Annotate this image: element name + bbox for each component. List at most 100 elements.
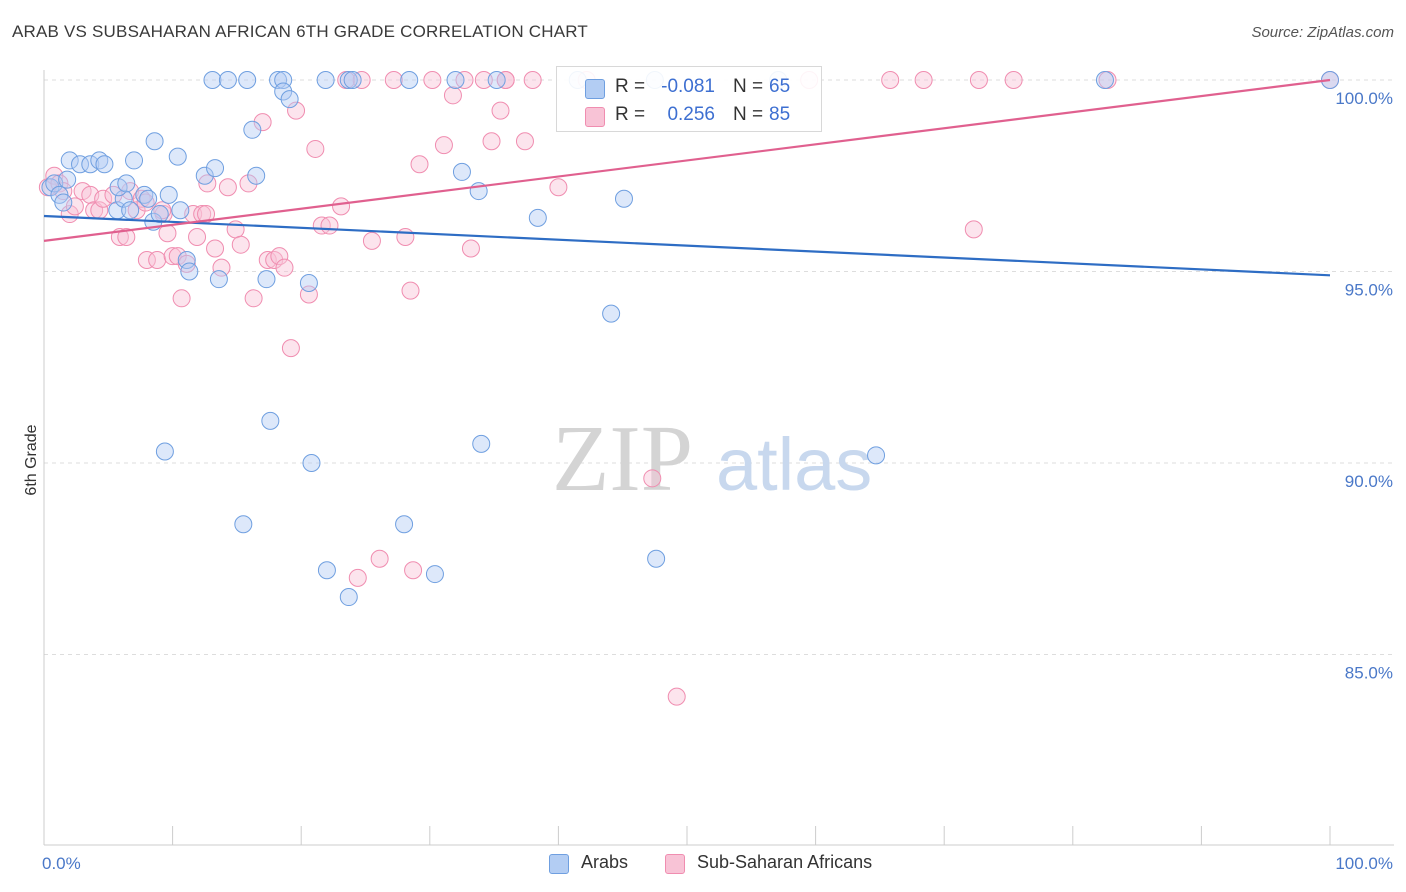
chart-title: ARAB VS SUBSAHARAN AFRICAN 6TH GRADE COR… (12, 22, 588, 41)
y-tick-label: 100.0% (1335, 89, 1393, 108)
sub-saharan-point (969, 71, 988, 89)
arabs-swatch (585, 79, 605, 99)
sub-saharan-point (270, 247, 289, 266)
y-axis-label: 6th Grade (23, 424, 40, 495)
sub-saharan-point (94, 189, 113, 208)
arabs-point (274, 82, 293, 101)
arabs-point (177, 251, 196, 270)
tick-labels: 85.0% 90.0% 95.0% 100.0% 0.0% 100.0% 6th Grade (23, 89, 1393, 873)
arabs-point (339, 588, 358, 607)
sub-saharan-point (362, 231, 381, 250)
arabs-point (71, 155, 90, 174)
arabs-point (261, 411, 280, 430)
sub-saharan-point (643, 469, 662, 488)
sub-saharan-point (231, 235, 250, 254)
sub-saharan-point (127, 201, 146, 220)
x-tick-label: 0.0% (42, 854, 81, 873)
arabs-point (238, 71, 257, 89)
arabs-point (302, 454, 321, 472)
x-tick-label: 100.0% (1335, 854, 1393, 873)
sub-saharan-point (523, 71, 542, 89)
sub-saharan-point (332, 197, 351, 216)
sub-saharan-point (287, 101, 306, 120)
sub-saharan-point (275, 258, 294, 277)
sub-saharan-trend-line (43, 78, 1331, 242)
arabs-trend-line (43, 214, 1331, 277)
arabs-point (54, 193, 73, 212)
sub-saharan-point (549, 178, 568, 197)
sub-saharan-point (226, 220, 245, 239)
arabs-point (280, 90, 299, 109)
arabs-point (145, 132, 164, 151)
legend-row-arabs: R = -0.081 N = 65 (557, 73, 821, 103)
sub-saharan-point (258, 251, 277, 270)
sub-saharan-point (496, 71, 515, 89)
arabs-point (339, 71, 358, 89)
sub-saharan-point (218, 178, 237, 197)
sub-saharan-swatch (665, 854, 685, 874)
y-tick-label: 85.0% (1345, 664, 1393, 683)
sub-saharan-point (348, 568, 367, 587)
arabs-swatch (549, 854, 569, 874)
sub-saharan-point (396, 228, 415, 247)
sub-saharan-point (384, 71, 403, 89)
sub-saharan-point (239, 174, 258, 193)
sub-saharan-point (137, 251, 156, 270)
sub-saharan-point (281, 339, 300, 358)
grid-lines (44, 79, 1394, 655)
arabs-point (400, 71, 419, 89)
arabs-point (206, 159, 225, 178)
sub-saharan-point (667, 687, 686, 706)
sub-saharan-point (434, 136, 453, 155)
r-label: R = (615, 76, 646, 97)
sub-saharan-point (212, 258, 231, 277)
sub-saharan-point (881, 71, 900, 89)
arabs-point (257, 270, 276, 289)
axes (43, 70, 1394, 846)
r-value: -0.081 (661, 76, 715, 97)
arabs-point (425, 565, 444, 584)
arabs-point (171, 201, 190, 220)
arabs-point (269, 71, 288, 89)
sub-saharan-point (1004, 71, 1023, 89)
sub-saharan-point (423, 71, 442, 89)
arabs-point (472, 434, 491, 453)
arabs-point (234, 515, 253, 534)
arabs-point (150, 205, 169, 224)
sub-saharan-point (188, 228, 207, 247)
arabs-point (159, 185, 178, 204)
arabs-point (125, 151, 144, 170)
sub-saharan-point (65, 197, 84, 216)
arabs-point (1095, 71, 1114, 89)
sub-saharan-point (352, 71, 371, 89)
arabs-point (452, 162, 471, 181)
sub-saharan-point (244, 289, 263, 308)
y-tick-label: 90.0% (1345, 472, 1393, 491)
arabs-point (299, 273, 318, 292)
n-value: 85 (769, 104, 791, 125)
trend-lines (43, 78, 1331, 277)
sub-saharan-point (172, 289, 191, 308)
arabs-point (203, 71, 222, 89)
arabs-point (218, 71, 237, 89)
sub-saharan-point (253, 113, 272, 132)
legend-label-sub-saharan: Sub-Saharan Africans (697, 852, 873, 872)
arabs-point (95, 155, 114, 174)
sub-saharan-point (410, 155, 429, 174)
arabs-point (446, 71, 465, 89)
series-arabs-points (41, 71, 1339, 607)
arabs-point (317, 561, 336, 580)
sub-saharan-point (461, 239, 480, 258)
sub-saharan-point (306, 139, 325, 158)
y-tick-label: 95.0% (1345, 281, 1393, 300)
series-legend: Arabs Sub-Saharan Africans (0, 852, 1406, 876)
sub-saharan-point (964, 220, 983, 239)
series-sub-saharan-points (38, 71, 1339, 706)
correlation-legend: R = -0.081 N = 65 R = 0.256 N = 85 (556, 66, 822, 132)
arabs-point (180, 262, 199, 281)
sub-saharan-point (163, 247, 182, 266)
arabs-point (114, 189, 133, 208)
sub-saharan-point (168, 247, 187, 266)
r-value: 0.256 (667, 104, 715, 125)
